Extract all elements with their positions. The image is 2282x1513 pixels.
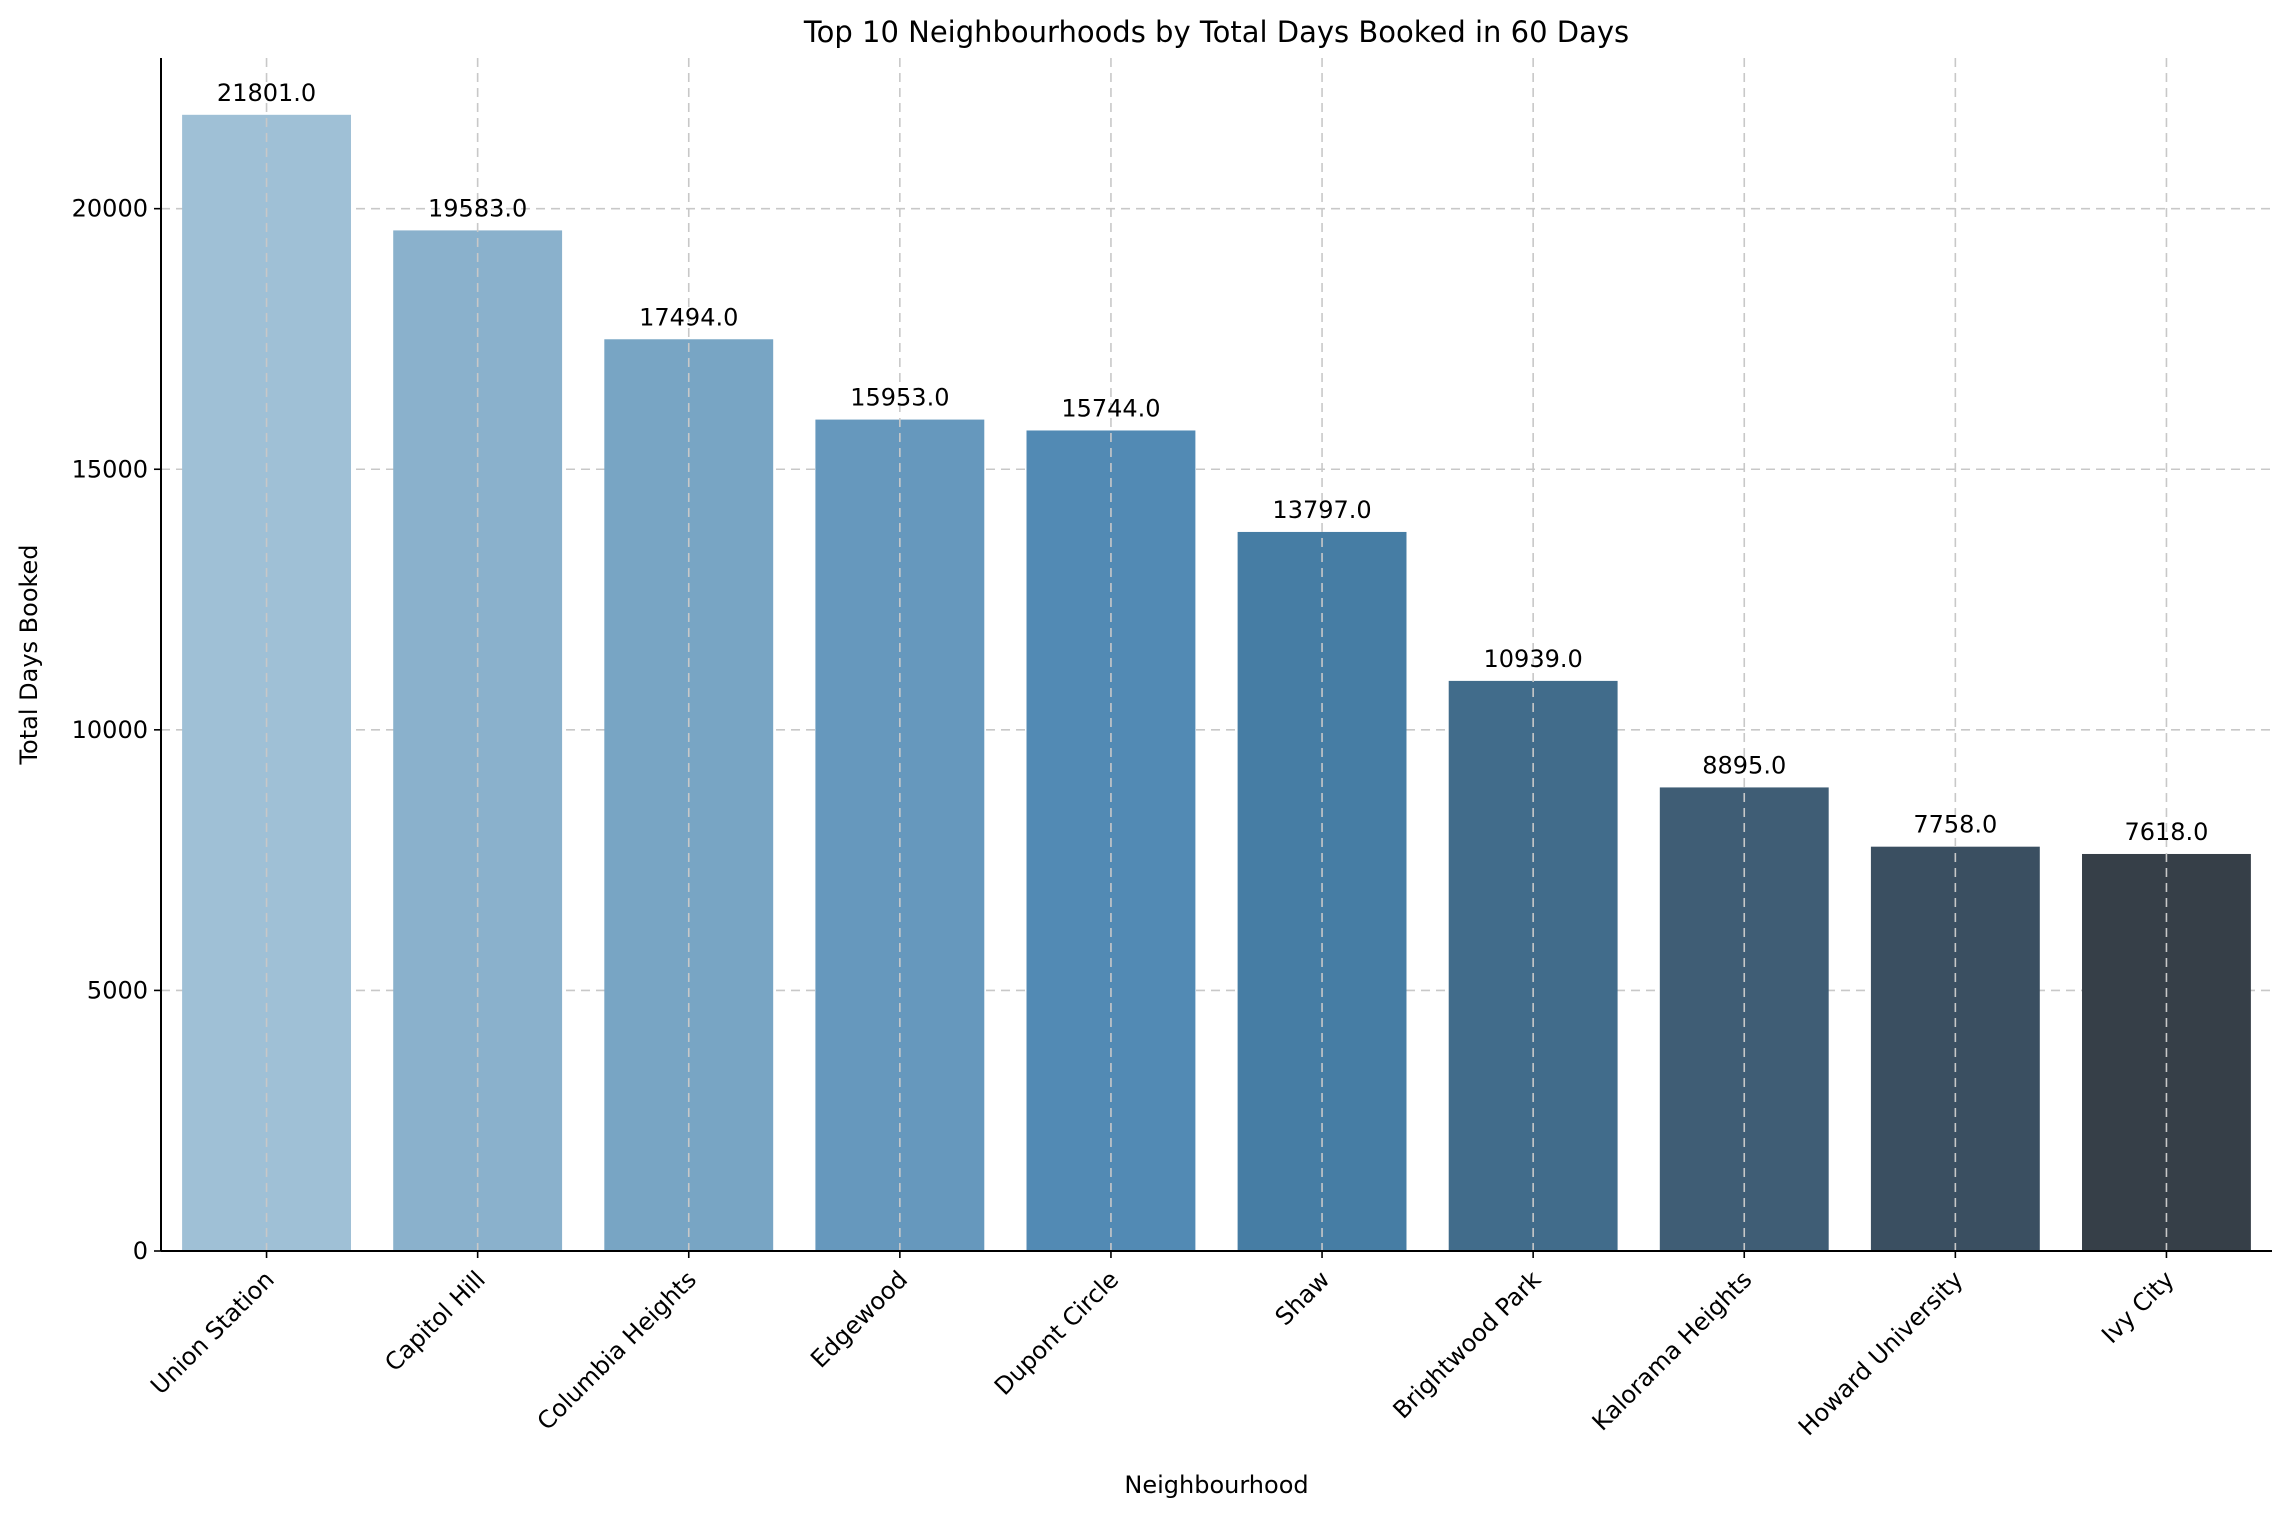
y-tick-label: 5000 <box>87 976 148 1004</box>
x-tick-label: Shaw <box>1270 1265 1336 1331</box>
x-ticks: Union Station Capitol Hill Columbia Height… <box>145 1251 2180 1441</box>
bar-value-label: 19583.0 <box>428 194 527 222</box>
bar-value-label: 7758.0 <box>1913 811 1997 839</box>
x-tick-label: Brightwood Park <box>1388 1265 1547 1424</box>
y-tick-label: 10000 <box>72 716 148 744</box>
bar-value-label: 8895.0 <box>1702 751 1786 779</box>
x-tick-label: Union Station <box>145 1265 280 1400</box>
y-tick-label: 15000 <box>72 455 148 483</box>
y-tick-label: 20000 <box>72 195 148 223</box>
x-tick-label: Dupont Circle <box>989 1265 1124 1400</box>
y-axis-label: Total Days Booked <box>15 544 43 765</box>
bar-value-label: 15744.0 <box>1061 394 1160 422</box>
x-tick-label: Capitol Hill <box>379 1265 491 1377</box>
x-tick-label: Howard University <box>1793 1265 1969 1441</box>
x-axis-label: Neighbourhood <box>1124 1471 1308 1499</box>
bar-value-label: 13797.0 <box>1272 496 1371 524</box>
bars <box>182 114 2251 1252</box>
bar-value-label: 17494.0 <box>639 303 738 331</box>
bar-value-label: 10939.0 <box>1484 645 1583 673</box>
x-grid-lines <box>265 58 2168 1251</box>
chart-title: Top 10 Neighbourhoods by Total Days Book… <box>803 15 1629 49</box>
bar-value-labels: 21801.0 19583.0 17494.0 15953.0 15744.0 13797… <box>217 79 2209 846</box>
bar-value-label: 15953.0 <box>850 384 949 412</box>
x-tick-label: Columbia Heights <box>532 1265 702 1435</box>
bar-value-label: 7618.0 <box>2124 818 2208 846</box>
x-tick-label: Kalorama Heights <box>1587 1265 1758 1436</box>
x-tick-label: Ivy City <box>2096 1265 2180 1349</box>
axes <box>160 58 2272 1252</box>
bar-value-label: 21801.0 <box>217 79 316 107</box>
x-tick-label: Edgewood <box>805 1265 913 1373</box>
y-ticks: 0 5000 10000 15000 20000 <box>72 195 161 1265</box>
y-tick-label: 0 <box>133 1237 148 1265</box>
